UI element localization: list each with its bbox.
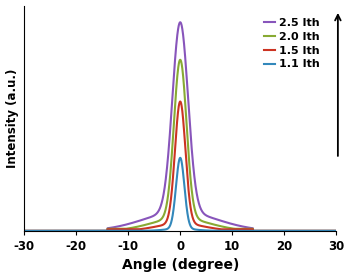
Y-axis label: Intensity (a.u.): Intensity (a.u.) (6, 68, 19, 168)
X-axis label: Angle (degree): Angle (degree) (121, 259, 239, 272)
Legend: 2.5 Ith, 2.0 Ith, 1.5 Ith, 1.1 Ith: 2.5 Ith, 2.0 Ith, 1.5 Ith, 1.1 Ith (259, 13, 324, 74)
